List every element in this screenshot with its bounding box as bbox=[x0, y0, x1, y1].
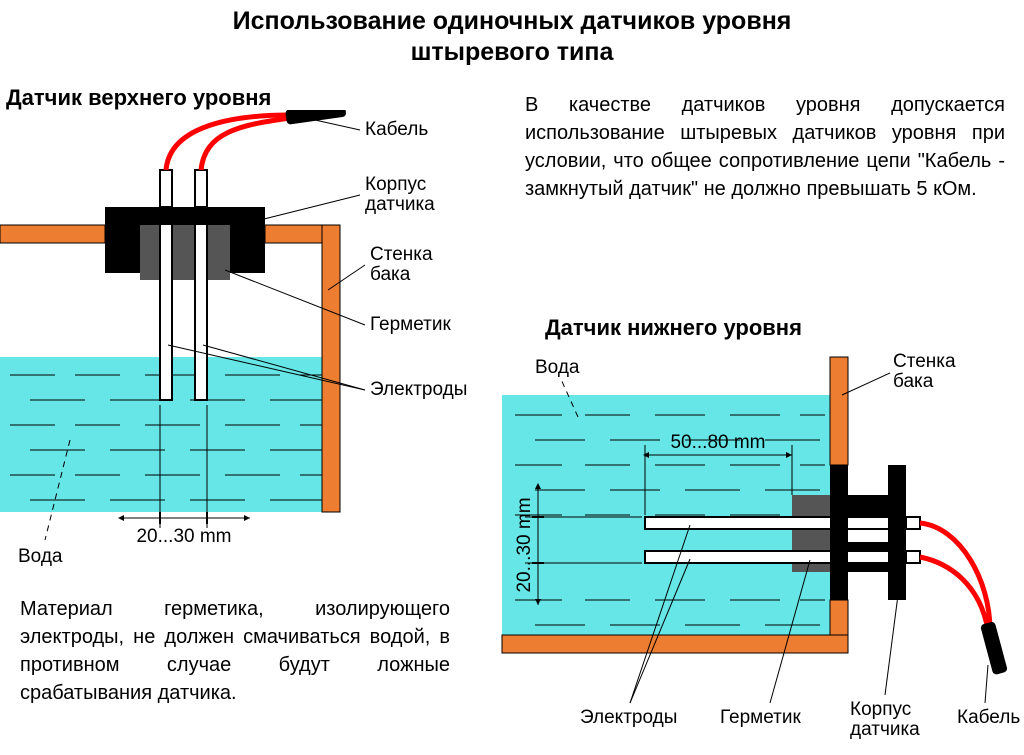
leader-body bbox=[260, 195, 360, 220]
upper-sensor-diagram: 20...30 mm Кабель Корпусдатчика Стенкаба… bbox=[0, 110, 520, 590]
upper-sensor-left bbox=[105, 225, 140, 273]
lower-label-sealant: Герметик bbox=[720, 707, 801, 728]
lower-label-water: Вода bbox=[535, 357, 580, 378]
upper-sensor-title: Датчик верхнего уровня bbox=[6, 85, 271, 111]
lower-wire-bot bbox=[920, 557, 988, 630]
lower-leader-cable bbox=[985, 665, 988, 703]
page-title: Использование одиночных датчиков уровня … bbox=[0, 6, 1024, 69]
svg-text:20...30 mm: 20...30 mm bbox=[136, 526, 231, 547]
upper-tank-side bbox=[322, 225, 340, 512]
leader-sealant bbox=[225, 270, 365, 325]
lower-tank-top bbox=[830, 357, 848, 465]
lower-label-wall: Стенкабака bbox=[893, 351, 956, 392]
lower-label-body: Корпусдатчика bbox=[850, 699, 920, 740]
leader-cable bbox=[315, 120, 360, 130]
svg-text:50...80 mm: 50...80 mm bbox=[670, 432, 765, 453]
label-wall1: Стенкабака bbox=[370, 244, 433, 285]
lower-tank-bottom2 bbox=[830, 600, 848, 635]
label-electrodes: Электроды bbox=[370, 379, 467, 400]
lower-cable bbox=[980, 621, 1008, 675]
label-body1: Корпусдатчика bbox=[365, 174, 435, 215]
paragraph-top: В качестве датчиков уровня допускается и… bbox=[525, 91, 1005, 203]
lower-wire-top bbox=[920, 523, 990, 630]
lower-sensor-title: Датчик нижнего уровня bbox=[545, 315, 802, 341]
upper-cable bbox=[285, 110, 347, 125]
upper-sealant bbox=[140, 225, 230, 280]
lower-leader-body bbox=[885, 595, 898, 695]
lower-tank-bottom bbox=[502, 635, 848, 653]
lower-label-cable: Кабель bbox=[957, 707, 1020, 728]
paragraph-bottom: Материал герметика, изолирующего электро… bbox=[20, 595, 450, 707]
upper-tank-top-left bbox=[0, 225, 105, 243]
lower-sensor-diagram: 50...80 mm 20...30 mm Вода Стенкабака Эл… bbox=[490, 345, 1024, 755]
lower-electrode-bot bbox=[645, 551, 920, 563]
lower-label-electrodes: Электроды bbox=[580, 707, 677, 728]
lower-electrode-top bbox=[645, 517, 920, 529]
upper-sensor-right bbox=[230, 225, 265, 273]
label-sealant: Герметик bbox=[370, 314, 451, 335]
svg-text:20...30 mm: 20...30 mm bbox=[514, 497, 535, 592]
lower-leader-wall bbox=[842, 373, 890, 395]
label-cable: Кабель bbox=[365, 119, 428, 140]
label-water: Вода bbox=[18, 546, 63, 567]
